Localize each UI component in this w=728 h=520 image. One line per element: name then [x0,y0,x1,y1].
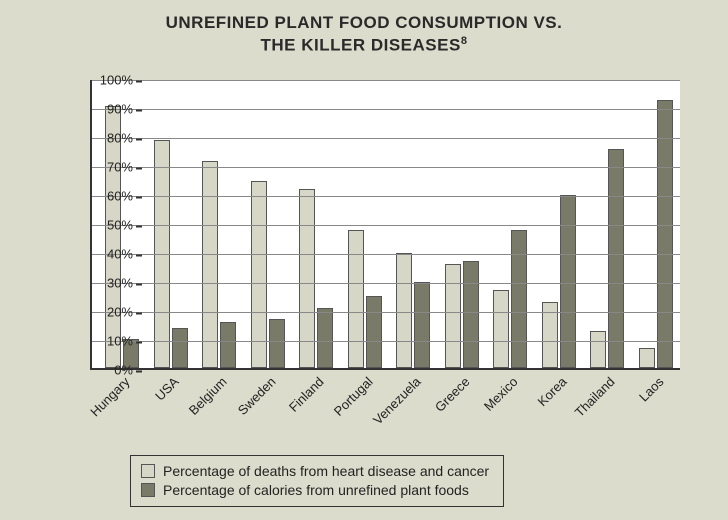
y-tick-label: 30% [73,276,133,291]
x-tick-label: Mexico [481,374,521,414]
legend-swatch-deaths [141,464,155,478]
y-tick-label: 80% [73,131,133,146]
gridline [92,312,680,313]
gridline [92,80,680,81]
y-tick-label: 90% [73,102,133,117]
gridline [92,341,680,342]
bar-plant [366,296,382,368]
bar-deaths [590,331,606,368]
y-tick-label: 40% [73,247,133,262]
bar-plant [220,322,236,368]
y-tick-label: 50% [73,218,133,233]
bar-plant [269,319,285,368]
bar-plant [172,328,188,368]
bar-plant [317,308,333,368]
gridline [92,225,680,226]
title-line-1: UNREFINED PLANT FOOD CONSUMPTION VS. [166,13,563,32]
bar-group: Finland [292,80,341,368]
x-tick-label: Finland [286,374,327,415]
x-tick-label: Venezuela [370,374,424,428]
footnote-mark: 8 [461,35,468,47]
bar-deaths [251,181,267,368]
y-tick-label: 100% [73,73,133,88]
gridline [92,196,680,197]
legend-label-deaths: Percentage of deaths from heart disease … [163,462,489,481]
x-tick-label: Hungary [88,374,133,419]
legend-swatch-plant [141,483,155,497]
bar-group: Korea [535,80,584,368]
bar-plant [414,282,430,368]
bar-plant [657,100,673,368]
gridline [92,254,680,255]
x-tick-label: Korea [534,374,569,409]
legend-item-deaths: Percentage of deaths from heart disease … [141,462,489,481]
y-tick-label: 60% [73,189,133,204]
legend-label-plant: Percentage of calories from unrefined pl… [163,481,469,500]
bar-group: Sweden [244,80,293,368]
gridline [92,109,680,110]
x-tick-label: Sweden [235,374,279,418]
y-tick-label: 0% [73,363,133,378]
bar-deaths [202,161,218,368]
bar-deaths [396,253,412,368]
bar-plant [608,149,624,368]
y-tick-label: 70% [73,160,133,175]
x-tick-label: Thailand [572,374,618,420]
chart-container: UNREFINED PLANT FOOD CONSUMPTION VS. THE… [0,0,728,520]
y-tick-label: 10% [73,334,133,349]
bar-group: Belgium [195,80,244,368]
x-tick-label: USA [152,374,182,404]
x-tick-label: Laos [636,374,667,405]
bar-deaths [639,348,655,368]
bar-group: Venezuela [389,80,438,368]
gridline [92,167,680,168]
y-tick-label: 20% [73,305,133,320]
x-tick-label: Greece [432,374,473,415]
legend-item-plant: Percentage of calories from unrefined pl… [141,481,489,500]
title-line-2: THE KILLER DISEASES [261,36,461,55]
bar-plant [560,195,576,368]
x-tick-label: Belgium [186,374,230,418]
bar-group: Mexico [486,80,535,368]
x-tick-label: Portugal [331,374,376,419]
bar-group: Greece [438,80,487,368]
legend: Percentage of deaths from heart disease … [130,455,504,507]
bar-group: USA [147,80,196,368]
bar-deaths [445,264,461,368]
gridline [92,138,680,139]
bar-group: Thailand [583,80,632,368]
bar-deaths [493,290,509,368]
bar-deaths [348,230,364,368]
bar-plant [511,230,527,368]
bar-group: Laos [632,80,681,368]
bar-group: Portugal [341,80,390,368]
gridline [92,283,680,284]
chart-title: UNREFINED PLANT FOOD CONSUMPTION VS. THE… [0,0,728,57]
plot-area: HungaryUSABelgiumSwedenFinlandPortugalVe… [90,80,680,370]
bar-plant [463,261,479,368]
bars-region: HungaryUSABelgiumSwedenFinlandPortugalVe… [92,80,680,368]
